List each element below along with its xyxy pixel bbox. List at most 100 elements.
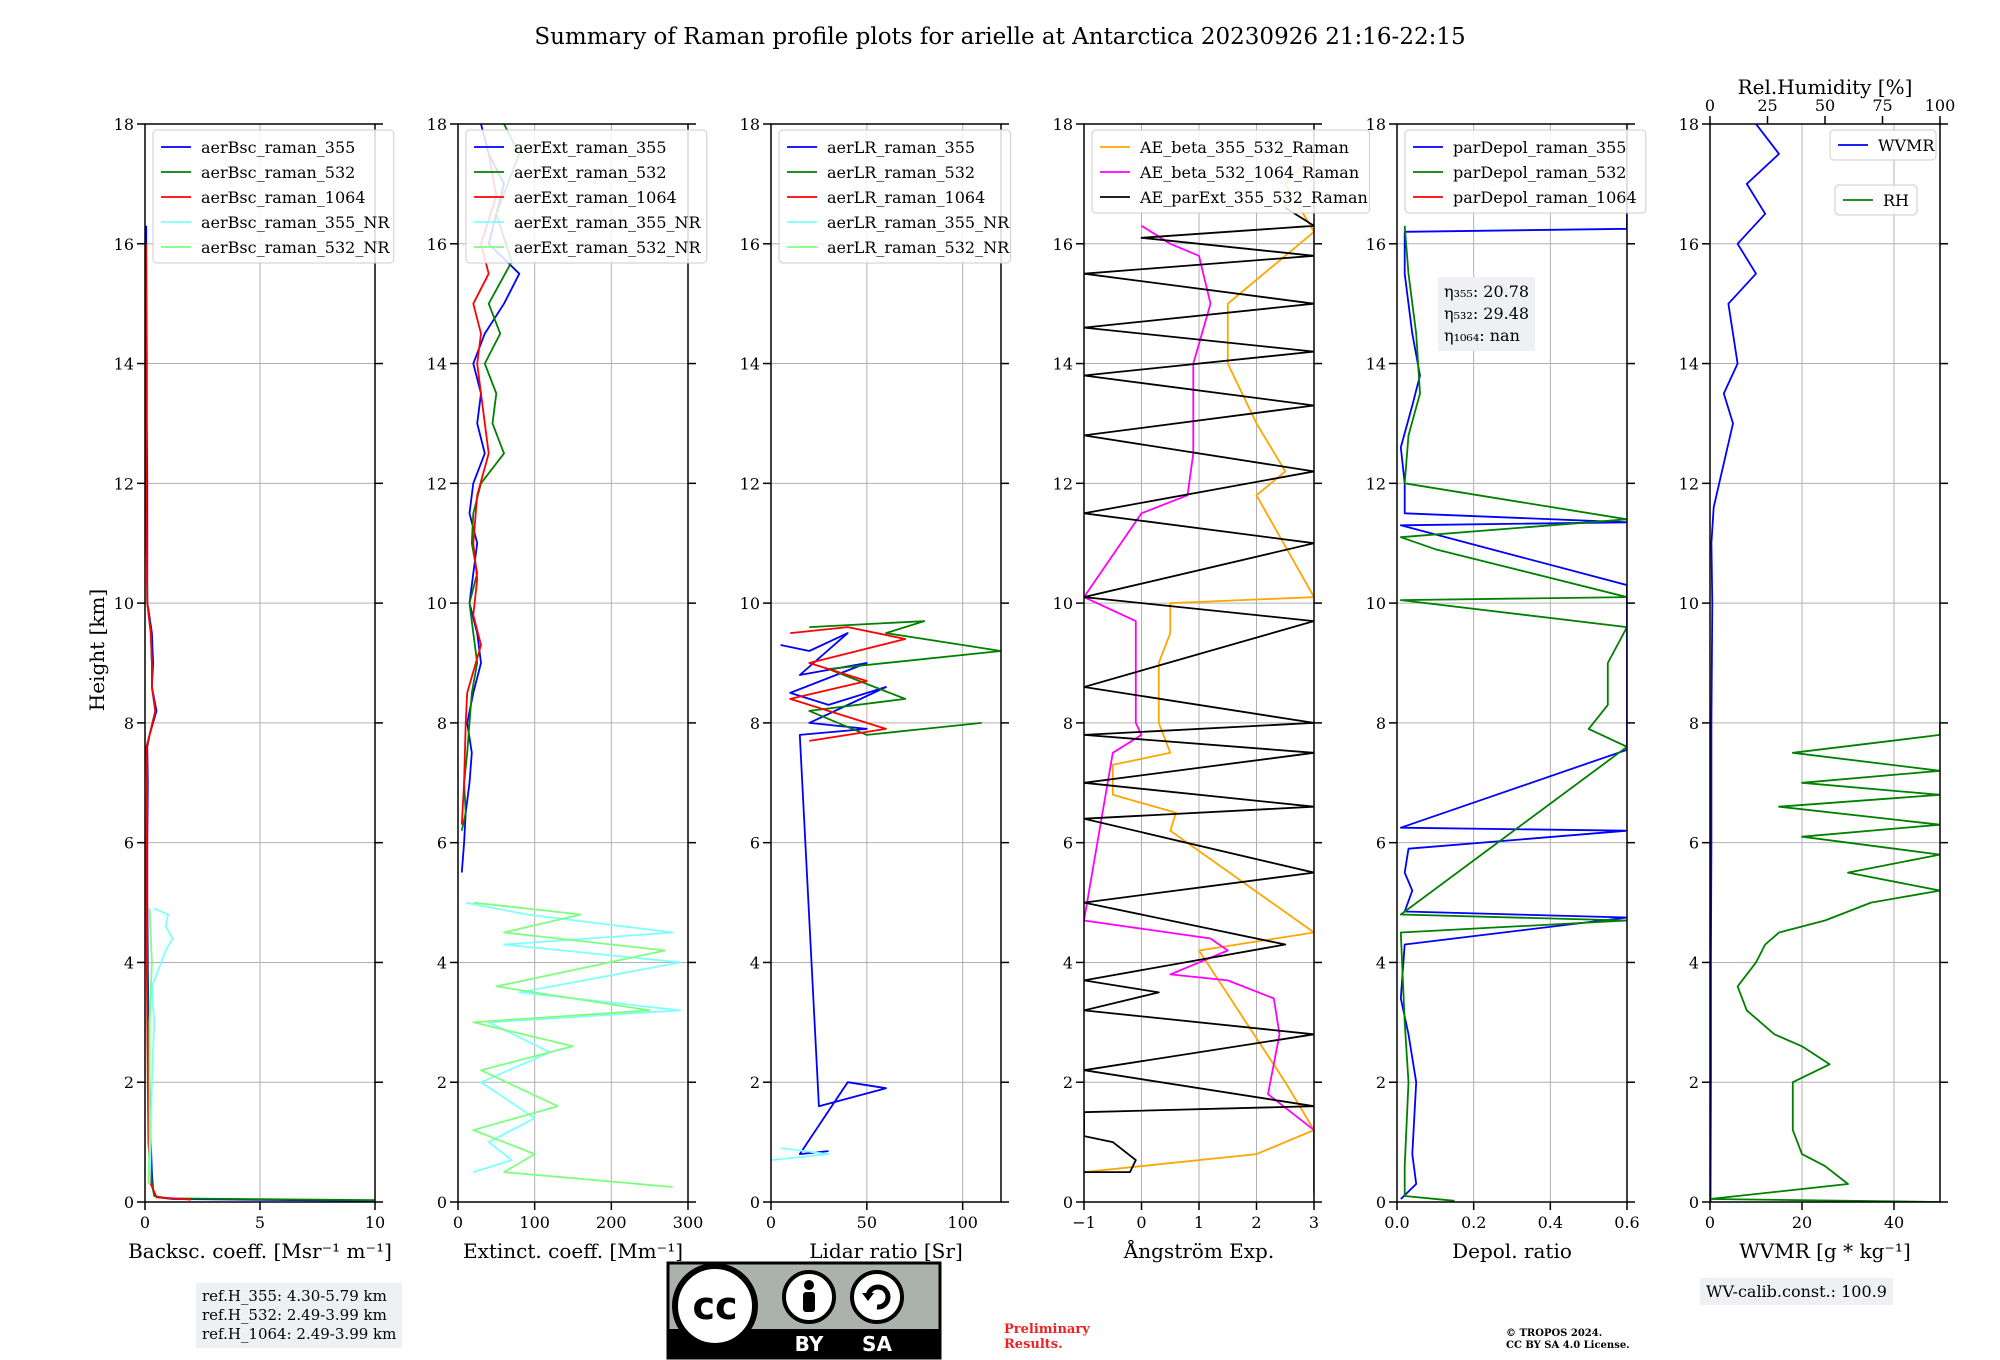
y-tick-label: 6 <box>750 834 760 853</box>
grid <box>1709 123 1940 1203</box>
legend-box <box>152 129 395 264</box>
cc-text: cc <box>692 1284 737 1328</box>
y-tick-label: 2 <box>1063 1073 1073 1092</box>
series-line-aerlr-raman-1064 <box>789 626 907 742</box>
x-tick-label: 0 <box>766 1213 776 1232</box>
figure-title: Summary of Raman profile plots for ariel… <box>534 24 1465 50</box>
legend-label: aerExt_raman_532 <box>514 163 667 182</box>
series-group <box>1710 124 1940 1202</box>
by-text: BY <box>795 1332 824 1356</box>
grid <box>144 123 376 1203</box>
series-line-aerlr-raman-355 <box>780 632 887 1155</box>
legend-label: parDepol_raman_532 <box>1453 163 1626 182</box>
legend-label: aerBsc_raman_532_NR <box>201 238 390 257</box>
x-axis-label: Ångström Exp. <box>1123 1238 1274 1263</box>
legend-label: aerExt_raman_355_NR <box>514 213 702 232</box>
y-tick-label: 6 <box>1376 834 1386 853</box>
cc-circle-icon <box>672 1263 758 1349</box>
y-tick-label: 18 <box>427 115 447 134</box>
legend-label: AE_parExt_355_532_Raman <box>1139 188 1368 207</box>
legend-label: WVMR <box>1878 136 1935 155</box>
legend-label: parDepol_raman_355 <box>1453 138 1626 157</box>
legend-label: AE_beta_355_532_Raman <box>1139 138 1349 157</box>
series-group <box>771 620 1001 1161</box>
panel-1: 0 2 4 6 8 10 12 14 16 18 0 5 10 Backsc. coeff. [Msr⁻¹… <box>114 115 395 1263</box>
legend-label: aerBsc_raman_355 <box>201 138 355 157</box>
series-line-aerlr-raman-355-nr <box>771 1147 830 1161</box>
y-tick-label: 4 <box>1689 953 1699 972</box>
x-tick-label: 50 <box>857 1213 877 1232</box>
y-tick-label: 10 <box>114 594 134 613</box>
series-line-aerbsc-raman-532-nr <box>147 908 153 1185</box>
y-tick-label: 8 <box>124 714 134 733</box>
y-tick-label: 10 <box>427 594 447 613</box>
y-tick-label: 12 <box>1679 474 1699 493</box>
y-tick-label: 12 <box>114 474 134 493</box>
series-line-wvmr <box>1710 124 1780 1202</box>
series-group <box>460 124 682 1188</box>
series-line-aerext-raman-532-nr <box>472 901 673 1188</box>
y-tick-label: 16 <box>740 235 760 254</box>
series-group <box>1399 136 1627 1202</box>
y-tick-label: 16 <box>1679 235 1699 254</box>
y-tick-label: 18 <box>740 115 760 134</box>
y-tick-label: 10 <box>1366 594 1386 613</box>
x-tick-label: 100 <box>947 1213 978 1232</box>
x-tick-label: 0.4 <box>1538 1213 1563 1232</box>
copyright-line-1: © TROPOS 2024. <box>1506 1328 1603 1339</box>
legend-label: aerExt_raman_1064 <box>514 188 677 207</box>
legend-box <box>1834 184 1918 216</box>
y-tick-label: 0 <box>750 1193 760 1212</box>
series-line-rh <box>1710 722 1940 1202</box>
x-top-tick-label: 75 <box>1872 96 1892 115</box>
x-axis-label: Depol. ratio <box>1452 1239 1572 1263</box>
eta-532: η₅₃₂: 29.48 <box>1444 304 1530 323</box>
y-tick-label: 14 <box>740 355 760 374</box>
legend-label: aerExt_raman_532_NR <box>514 238 702 257</box>
x-tick-label: 0.6 <box>1614 1213 1639 1232</box>
x-tick-label: 40 <box>1884 1213 1904 1232</box>
x-top-axis-label: Rel.Humidity [%] <box>1738 75 1913 99</box>
y-tick-label: 10 <box>740 594 760 613</box>
y-tick-label: 14 <box>1053 355 1073 374</box>
legend-box <box>778 129 1012 264</box>
y-tick-label: 16 <box>427 235 447 254</box>
legend: WVMR RH <box>1829 129 1937 216</box>
y-tick-label: 16 <box>1053 235 1073 254</box>
y-tick-label: 18 <box>114 115 134 134</box>
series-line-aerext-raman-355-nr <box>465 901 682 1173</box>
wv-calib-box: WV-calib.const.: 100.9 <box>1700 1278 1893 1305</box>
y-tick-label: 8 <box>437 714 447 733</box>
y-tick-label: 0 <box>1063 1193 1073 1212</box>
refh-532: ref.H_532: 2.49-3.99 km <box>202 1306 387 1324</box>
y-tick-label: 6 <box>124 834 134 853</box>
x-tick-label: 5 <box>255 1213 265 1232</box>
y-tick-label: 4 <box>124 953 134 972</box>
series-line-aerbsc-raman-1064 <box>145 243 192 1201</box>
eta-355: η₃₅₅: 20.78 <box>1444 282 1530 301</box>
y-tick-label: 2 <box>437 1073 447 1092</box>
legend-label: aerLR_raman_1064 <box>827 188 985 207</box>
y-tick-label: 10 <box>1053 594 1073 613</box>
legend-box <box>1091 129 1371 214</box>
y-tick-label: 8 <box>1689 714 1699 733</box>
y-tick-label: 18 <box>1366 115 1386 134</box>
y-tick-label: 8 <box>1063 714 1073 733</box>
y-tick-label: 0 <box>1376 1193 1386 1212</box>
legend-label: AE_beta_532_1064_Raman <box>1139 163 1359 182</box>
legend: parDepol_raman_355 parDepol_raman_532 parD… <box>1404 129 1647 214</box>
reference-height-box: ref.H_355: 4.30-5.79 km ref.H_532: 2.49-… <box>196 1283 403 1348</box>
preliminary-line-1: Preliminary <box>1004 1322 1090 1337</box>
y-tick-label: 12 <box>1053 474 1073 493</box>
y-tick-label: 6 <box>1063 834 1073 853</box>
legend-label: aerLR_raman_532_NR <box>827 238 1010 257</box>
x-tick-label: 0 <box>453 1213 463 1232</box>
x-tick-label: 100 <box>519 1213 550 1232</box>
y-tick-label: 4 <box>1376 953 1386 972</box>
refh-1064: ref.H_1064: 2.49-3.99 km <box>202 1325 397 1343</box>
y-tick-label: 12 <box>427 474 447 493</box>
y-tick-label: 0 <box>124 1193 134 1212</box>
